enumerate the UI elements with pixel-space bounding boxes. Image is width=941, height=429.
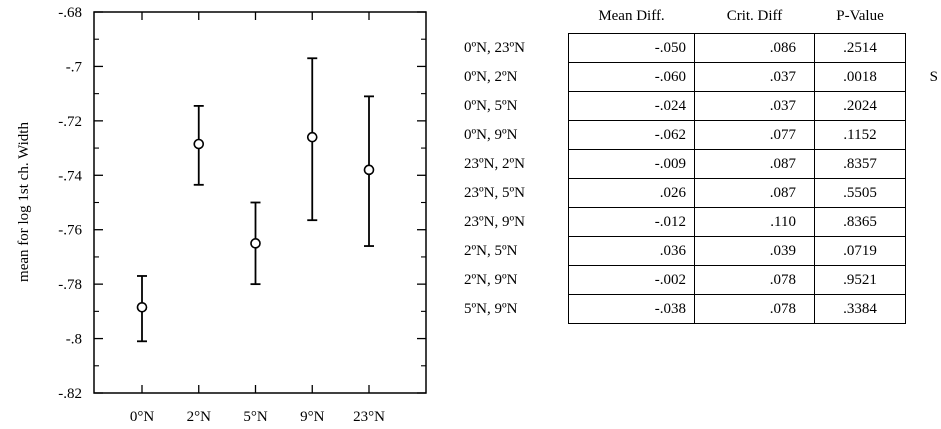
table-row: 2ºN, 5ºN .036.039.0719 [460,236,939,266]
row-label: 0ºN, 2ºN [464,68,518,85]
significance-flag [906,237,939,266]
x-tick-label: 0°N [130,409,154,425]
cell-p-value: .2514 [814,33,906,63]
cell-mean-diff: -.050 [568,33,695,63]
header-mean-diff: Mean Diff. [598,8,665,24]
cell-crit-diff: .037 [694,62,815,92]
row-label: 23ºN, 5ºN [464,184,525,201]
cell-mean-diff: -.009 [568,149,695,179]
mean-marker [193,138,205,150]
cell-crit-diff: .086 [694,33,815,63]
x-tick-label: 23°N [353,409,385,425]
table-header-row: Mean Diff. Crit. Diff P-Value [460,0,938,34]
cell-p-value: .8365 [814,207,906,237]
cell-p-value: .0719 [814,236,906,266]
cell-mean-diff: -.060 [568,62,695,92]
cell-p-value: .2024 [814,91,906,121]
significance-flag [906,150,939,179]
cell-mean-diff: -.062 [568,120,695,150]
x-tick-label: 2°N [187,409,211,425]
significance-flag [906,34,939,63]
mean-marker [136,301,148,313]
cell-crit-diff: .087 [694,149,815,179]
table-row: 2ºN, 9ºN -.002.078.9521 [460,265,939,295]
cell-mean-diff: -.038 [568,294,695,324]
y-axis-label: mean for log 1st ch. Width [16,122,32,282]
y-axis-ticks: -.82 -.8 -.78 -.76 -.74 -.72 -.7 -.68 [58,5,426,402]
significance-flag [906,208,939,237]
table-row: 0ºN, 23ºN -.050.086.2514 [460,33,939,63]
y-tick-label: -.68 [58,5,82,21]
y-tick-label: -.72 [58,114,82,130]
cell-crit-diff: .078 [694,294,815,324]
row-label: 0ºN, 9ºN [464,126,518,143]
header-crit-diff: Crit. Diff [726,8,783,24]
mean-marker [250,238,261,249]
y-tick-label: -.82 [58,386,82,402]
cell-mean-diff: .036 [568,236,695,266]
y-tick-label: -.7 [66,59,83,75]
row-label: 0ºN, 23ºN [464,39,525,56]
table-row: 5ºN, 9ºN -.038.078.3384 [460,294,939,324]
table-body: 0ºN, 23ºN -.050.086.2514 0ºN, 2ºN -.060.037… [460,33,939,324]
cell-crit-diff: .077 [694,120,815,150]
mean-marker [306,131,318,143]
cell-mean-diff: -.024 [568,91,695,121]
row-label: 23ºN, 9ºN [464,213,525,230]
mean-marker [363,164,375,176]
significance-flag [906,179,939,208]
y-tick-label: -.76 [58,223,82,239]
x-tick-label: 5°N [243,409,267,425]
cell-p-value: .3384 [814,294,906,324]
cell-crit-diff: .037 [694,91,815,121]
x-axis-ticks: 0°N 2°N 5°N 9°N 23°N [130,12,385,425]
corner-cell [460,0,569,34]
table-row: 0ºN, 5ºN -.024.037.2024 [460,91,939,121]
cell-p-value: .9521 [814,265,906,295]
table-row: 23ºN, 2ºN -.009.087.8357 [460,149,939,179]
cell-p-value: .8357 [814,149,906,179]
table-row: 23ºN, 5ºN .026.087.5505 [460,178,939,208]
table-row: 0ºN, 2ºN -.060.037.0018 S [460,62,938,92]
cell-crit-diff: .039 [694,236,815,266]
cell-crit-diff: .110 [694,207,815,237]
y-tick-label: -.78 [58,277,82,293]
x-tick-label: 9°N [300,409,324,425]
y-tick-label: -.8 [66,332,82,348]
row-label: 2ºN, 9ºN [464,271,518,288]
cell-crit-diff: .087 [694,178,815,208]
cell-crit-diff: .078 [694,265,815,295]
cell-p-value: .0018 [814,62,906,92]
table-row: 23ºN, 9ºN -.012.110.8365 [460,207,939,237]
header-p-value: P-Value [836,8,884,24]
row-label: 5ºN, 9ºN [464,300,518,317]
significance-flag [906,92,939,121]
cell-mean-diff: -.002 [568,265,695,295]
header-flag [906,0,939,34]
row-label: 2ºN, 5ºN [464,242,518,259]
significance-flag [906,121,939,150]
cell-p-value: .1152 [814,120,906,150]
row-label: 0ºN, 5ºN [464,97,518,114]
comparison-table: Mean Diff. Crit. Diff P-Value 0ºN, 23ºN -… [460,0,938,324]
error-bars [136,57,375,343]
cell-mean-diff: -.012 [568,207,695,237]
cell-mean-diff: .026 [568,178,695,208]
significance-flag [906,295,939,324]
significance-flag [906,266,939,295]
y-tick-label: -.74 [58,168,82,184]
row-label: 23ºN, 2ºN [464,155,525,172]
table-row: 0ºN, 9ºN -.062.077.1152 [460,120,939,150]
cell-p-value: .5505 [814,178,906,208]
error-bar-chart: -.82 -.8 -.78 -.76 -.74 -.72 -.7 -.68 0°N 2°N 5°N… [16,5,427,425]
significance-flag: S [929,68,938,85]
